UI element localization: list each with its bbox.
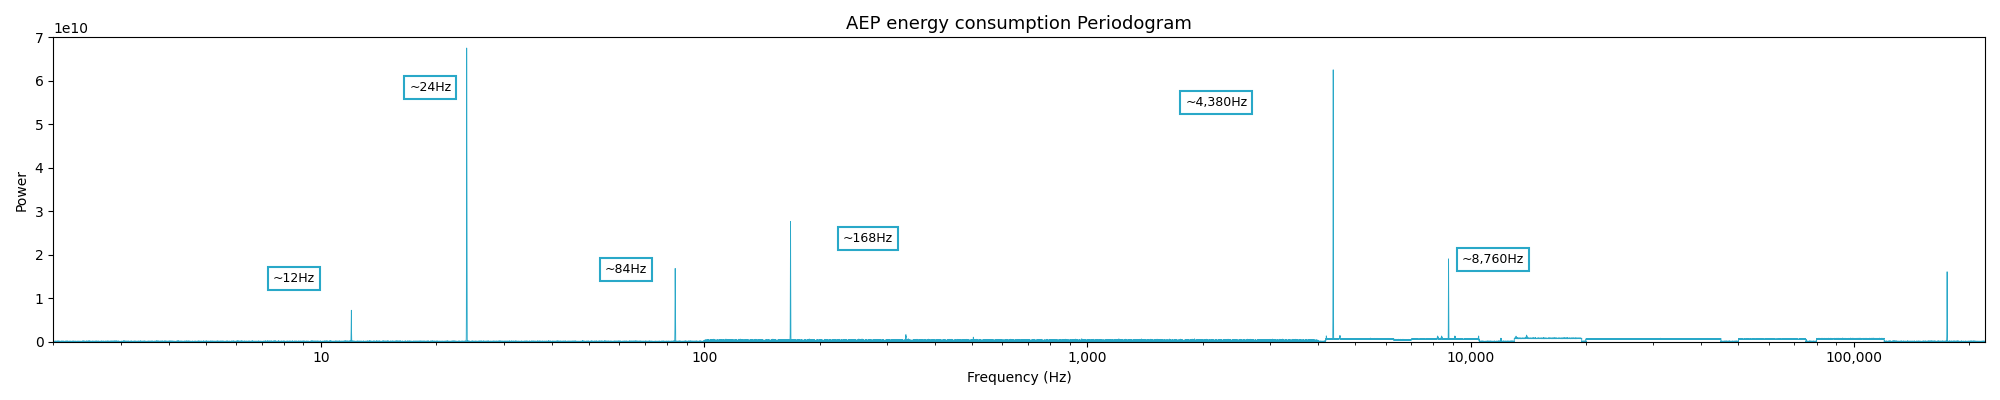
Y-axis label: Power: Power <box>14 168 28 210</box>
X-axis label: Frequency (Hz): Frequency (Hz) <box>966 371 1072 385</box>
Title: AEP energy consumption Periodogram: AEP energy consumption Periodogram <box>846 15 1192 33</box>
Text: ~8,760Hz: ~8,760Hz <box>1462 254 1524 266</box>
Text: ~12Hz: ~12Hz <box>274 272 316 285</box>
Text: ~24Hz: ~24Hz <box>410 81 452 94</box>
Text: ~4,380Hz: ~4,380Hz <box>1186 96 1248 109</box>
Text: ~168Hz: ~168Hz <box>842 232 892 245</box>
Text: ~84Hz: ~84Hz <box>604 264 646 276</box>
